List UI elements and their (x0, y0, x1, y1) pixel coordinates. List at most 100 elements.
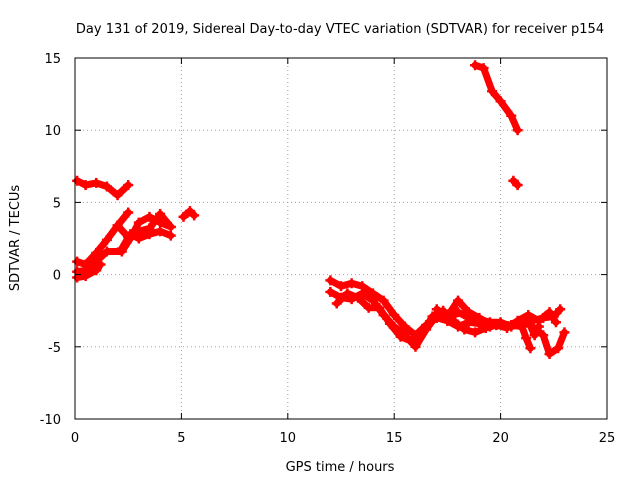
data-point (431, 304, 442, 315)
data-point (470, 60, 481, 71)
x-tick-label: 5 (177, 431, 185, 446)
data-point (544, 307, 555, 318)
data-point (363, 302, 374, 313)
data-point (389, 310, 400, 321)
data-point (523, 315, 534, 326)
data-point (346, 278, 357, 289)
y-tick-label: -5 (48, 341, 61, 356)
data-point (459, 324, 470, 335)
data-point (512, 125, 523, 136)
data-point (325, 275, 336, 286)
data-point (80, 180, 91, 191)
data-point (91, 247, 102, 258)
data-point (123, 207, 134, 218)
data-point (525, 343, 536, 354)
y-axis-label: SDTVAR / TECUs (8, 185, 23, 292)
grid-layer (75, 58, 607, 419)
data-point (165, 230, 176, 241)
x-tick-label: 25 (599, 431, 616, 446)
data-point (533, 321, 544, 332)
x-tick-label: 0 (71, 431, 79, 446)
data-point (478, 63, 489, 74)
data-point (144, 211, 155, 222)
data-point (101, 181, 112, 192)
data-point (101, 234, 112, 245)
x-tick-label: 15 (386, 431, 403, 446)
data-trace (507, 321, 534, 352)
series-layer (72, 60, 570, 360)
x-tick-label: 20 (492, 431, 509, 446)
data-point (453, 295, 464, 306)
data-point (495, 96, 506, 107)
data-point (72, 175, 83, 186)
y-tick-label: 15 (44, 52, 61, 67)
data-point (399, 321, 410, 332)
data-point (101, 246, 112, 257)
data-point (133, 217, 144, 228)
y-tick-label: 5 (53, 196, 61, 211)
data-point (384, 318, 395, 329)
data-point (559, 327, 570, 338)
data-point (189, 210, 200, 221)
data-point (155, 226, 166, 237)
data-point (331, 298, 342, 309)
data-point (416, 328, 427, 339)
data-point (463, 317, 474, 328)
data-point (550, 317, 561, 328)
data-point (410, 341, 421, 352)
data-point (395, 331, 406, 342)
data-point (112, 190, 123, 201)
data-point (80, 271, 91, 282)
data-point (506, 320, 517, 331)
data-point (484, 318, 495, 329)
y-tick-label: 0 (53, 269, 61, 284)
data-point (144, 229, 155, 240)
data-point (342, 288, 353, 299)
data-point (336, 281, 346, 292)
x-axis-label: GPS time / hours (286, 460, 395, 475)
data-point (470, 327, 481, 338)
data-point (474, 312, 485, 323)
data-point (374, 302, 385, 313)
data-point (112, 220, 123, 231)
data-point (516, 321, 527, 332)
data-point (178, 211, 189, 222)
data-point (353, 292, 364, 303)
data-point (91, 177, 102, 188)
data-point (427, 311, 438, 322)
data-point (95, 259, 106, 270)
y-tick-label: 10 (44, 124, 61, 139)
data-point (538, 330, 549, 341)
data-point (155, 208, 166, 219)
data-point (72, 256, 83, 267)
data-point (521, 333, 532, 344)
data-point (125, 229, 136, 240)
data-point (506, 110, 517, 121)
plot-frame (74, 57, 608, 420)
data-point (487, 86, 498, 97)
data-point (553, 343, 564, 354)
x-tick-label: 10 (280, 431, 297, 446)
data-point (453, 307, 464, 318)
data-point (512, 180, 523, 191)
data-point (165, 221, 176, 232)
data-point (406, 336, 417, 347)
chart-title: Day 131 of 2019, Sidereal Day-to-day VTE… (76, 22, 604, 37)
data-point (442, 311, 453, 322)
data-point (529, 330, 540, 341)
data-point (325, 286, 336, 297)
data-point (544, 349, 555, 360)
data-point (123, 180, 134, 191)
data-point (463, 307, 474, 318)
tick-layer: 0 5 10 15 20 25 15 10 5 0 -5 -10 (40, 52, 616, 446)
data-point (378, 295, 389, 306)
data-point (448, 315, 459, 326)
y-tick-label: -10 (40, 413, 61, 428)
data-point (91, 265, 102, 276)
data-point (367, 295, 378, 306)
data-point (133, 233, 144, 244)
data-point (555, 304, 566, 315)
data-point (116, 243, 127, 254)
